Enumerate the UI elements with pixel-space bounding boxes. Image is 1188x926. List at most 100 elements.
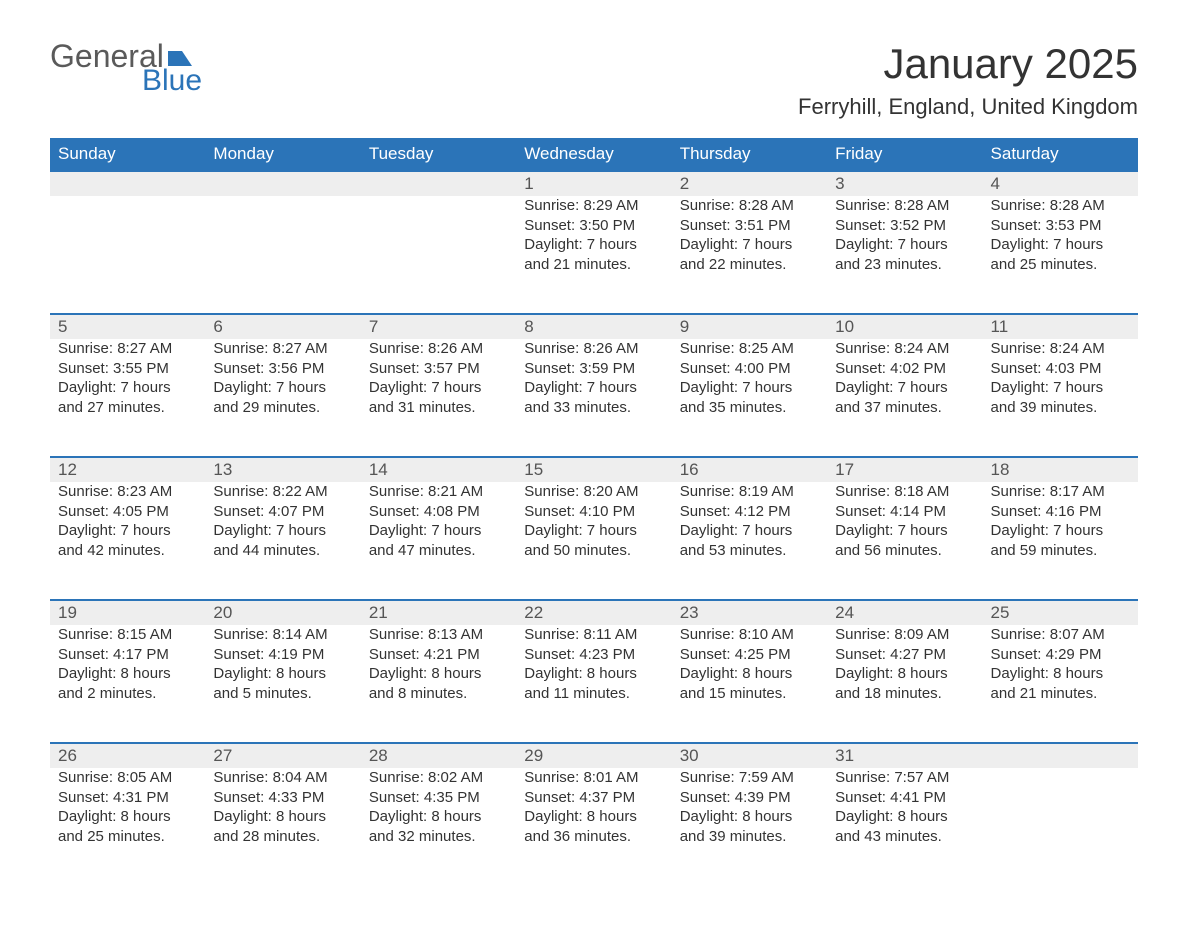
week-daynum-row: 567891011: [50, 314, 1138, 339]
day-cell: Sunrise: 8:29 AMSunset: 3:50 PMDaylight:…: [516, 196, 671, 314]
weekday-header: Sunday: [50, 138, 205, 171]
sunset-line-value: 4:39 PM: [735, 789, 791, 806]
day-cell: Sunrise: 7:57 AMSunset: 4:41 PMDaylight:…: [827, 768, 982, 886]
daylight-line: Daylight: 7 hours and 25 minutes.: [991, 235, 1130, 274]
sunset-line: Sunset: 4:03 PM: [991, 359, 1130, 379]
sunset-line-label: Sunset:: [680, 646, 735, 663]
daylight-line-label: Daylight:: [835, 522, 898, 539]
sunrise-line: Sunrise: 8:27 AM: [213, 339, 352, 359]
sunrise-line-value: 8:10 AM: [739, 626, 794, 643]
week-content-row: Sunrise: 8:05 AMSunset: 4:31 PMDaylight:…: [50, 768, 1138, 886]
sunrise-line: Sunrise: 8:14 AM: [213, 625, 352, 645]
sunset-line-value: 3:53 PM: [1046, 217, 1102, 234]
empty-day: [361, 196, 516, 314]
sunset-line: Sunset: 3:59 PM: [524, 359, 663, 379]
daylight-line: Daylight: 8 hours and 25 minutes.: [58, 807, 197, 846]
day-number: 3: [827, 171, 982, 196]
sunrise-line-value: 8:14 AM: [273, 626, 328, 643]
sunrise-line: Sunrise: 8:05 AM: [58, 768, 197, 788]
sunrise-line-label: Sunrise:: [680, 769, 739, 786]
daylight-line: Daylight: 8 hours and 11 minutes.: [524, 664, 663, 703]
day-cell: Sunrise: 8:09 AMSunset: 4:27 PMDaylight:…: [827, 625, 982, 743]
day-cell: Sunrise: 8:04 AMSunset: 4:33 PMDaylight:…: [205, 768, 360, 886]
day-cell: Sunrise: 8:14 AMSunset: 4:19 PMDaylight:…: [205, 625, 360, 743]
sunrise-line-value: 8:15 AM: [117, 626, 172, 643]
daylight-line-label: Daylight:: [991, 522, 1054, 539]
sunrise-line-label: Sunrise:: [680, 483, 739, 500]
daylight-line-label: Daylight:: [524, 522, 587, 539]
daylight-line: Daylight: 7 hours and 21 minutes.: [524, 235, 663, 274]
day-number: 20: [205, 600, 360, 625]
sunset-line-value: 4:19 PM: [268, 646, 324, 663]
sunrise-line-label: Sunrise:: [58, 483, 117, 500]
sunrise-line-label: Sunrise:: [369, 769, 428, 786]
daylight-line: Daylight: 8 hours and 21 minutes.: [991, 664, 1130, 703]
sunset-line-label: Sunset:: [369, 360, 424, 377]
sunset-line-label: Sunset:: [524, 217, 579, 234]
week-daynum-row: 12131415161718: [50, 457, 1138, 482]
sunrise-line-value: 8:19 AM: [739, 483, 794, 500]
week-daynum-row: 262728293031: [50, 743, 1138, 768]
daylight-line-label: Daylight:: [991, 236, 1054, 253]
sunset-line-label: Sunset:: [58, 646, 113, 663]
daylight-line-label: Daylight:: [58, 665, 121, 682]
sunset-line-label: Sunset:: [58, 360, 113, 377]
sunset-line: Sunset: 4:10 PM: [524, 502, 663, 522]
location-subtitle: Ferryhill, England, United Kingdom: [798, 94, 1138, 120]
sunrise-line-label: Sunrise:: [369, 626, 428, 643]
sunrise-line-value: 8:24 AM: [894, 340, 949, 357]
sunrise-line-value: 8:22 AM: [273, 483, 328, 500]
sunrise-line-label: Sunrise:: [369, 340, 428, 357]
sunset-line-value: 4:10 PM: [579, 503, 635, 520]
sunset-line: Sunset: 4:27 PM: [835, 645, 974, 665]
sunset-line-label: Sunset:: [835, 789, 890, 806]
sunrise-line: Sunrise: 8:29 AM: [524, 196, 663, 216]
sunrise-line: Sunrise: 8:19 AM: [680, 482, 819, 502]
day-cell: Sunrise: 8:28 AMSunset: 3:51 PMDaylight:…: [672, 196, 827, 314]
week-daynum-row: 19202122232425: [50, 600, 1138, 625]
sunrise-line: Sunrise: 7:59 AM: [680, 768, 819, 788]
sunset-line: Sunset: 3:53 PM: [991, 216, 1130, 236]
sunrise-line: Sunrise: 8:10 AM: [680, 625, 819, 645]
daylight-line: Daylight: 7 hours and 50 minutes.: [524, 521, 663, 560]
daylight-line-label: Daylight:: [524, 808, 587, 825]
sunrise-line-value: 8:01 AM: [583, 769, 638, 786]
sunset-line-label: Sunset:: [213, 789, 268, 806]
sunset-line-value: 4:14 PM: [890, 503, 946, 520]
sunset-line-label: Sunset:: [369, 646, 424, 663]
daylight-line-label: Daylight:: [680, 808, 743, 825]
sunrise-line: Sunrise: 8:17 AM: [991, 482, 1130, 502]
sunrise-line-value: 8:25 AM: [739, 340, 794, 357]
daylight-line-label: Daylight:: [524, 379, 587, 396]
sunrise-line-label: Sunrise:: [991, 483, 1050, 500]
sunrise-line-value: 7:59 AM: [739, 769, 794, 786]
sunrise-line-label: Sunrise:: [213, 483, 272, 500]
daylight-line-label: Daylight:: [991, 665, 1054, 682]
daylight-line: Daylight: 8 hours and 28 minutes.: [213, 807, 352, 846]
sunset-line-value: 4:27 PM: [890, 646, 946, 663]
weekday-header: Thursday: [672, 138, 827, 171]
sunrise-line-label: Sunrise:: [213, 340, 272, 357]
sunrise-line: Sunrise: 8:23 AM: [58, 482, 197, 502]
sunrise-line-value: 8:29 AM: [583, 197, 638, 214]
sunset-line: Sunset: 4:12 PM: [680, 502, 819, 522]
weekday-header: Friday: [827, 138, 982, 171]
sunset-line-value: 4:21 PM: [424, 646, 480, 663]
logo-word-blue: Blue: [50, 66, 202, 96]
empty-day: [205, 171, 360, 196]
empty-day: [361, 171, 516, 196]
sunset-line-label: Sunset:: [991, 503, 1046, 520]
sunset-line: Sunset: 4:17 PM: [58, 645, 197, 665]
day-number: 12: [50, 457, 205, 482]
sunset-line-label: Sunset:: [213, 360, 268, 377]
day-number: 25: [983, 600, 1138, 625]
sunset-line-value: 4:37 PM: [579, 789, 635, 806]
day-number: 15: [516, 457, 671, 482]
daylight-line: Daylight: 7 hours and 42 minutes.: [58, 521, 197, 560]
sunrise-line-label: Sunrise:: [524, 340, 583, 357]
day-number: 18: [983, 457, 1138, 482]
sunset-line-value: 4:05 PM: [113, 503, 169, 520]
sunrise-line-label: Sunrise:: [524, 769, 583, 786]
sunset-line-label: Sunset:: [835, 503, 890, 520]
day-number: 11: [983, 314, 1138, 339]
